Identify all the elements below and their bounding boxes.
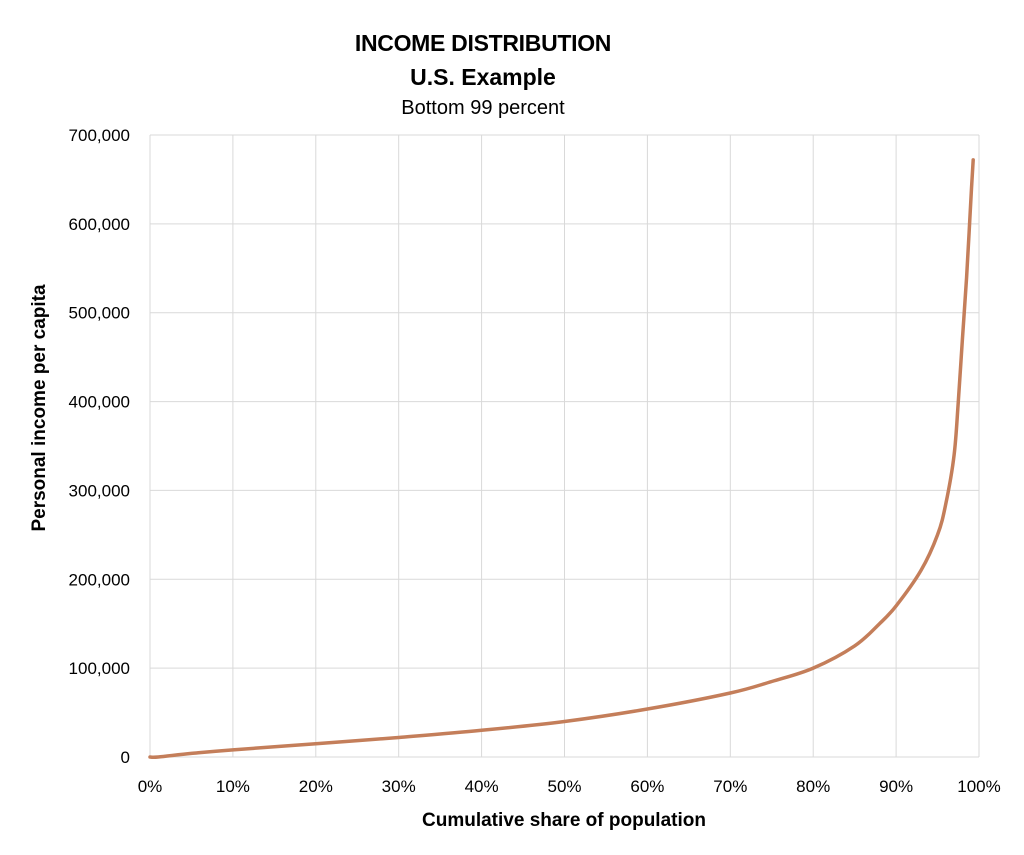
x-tick-label: 0%: [138, 777, 163, 796]
y-tick-label: 100,000: [69, 659, 130, 678]
y-tick-label: 600,000: [69, 215, 130, 234]
y-tick-label: 700,000: [69, 126, 130, 145]
chart-subtitle: U.S. Example: [410, 64, 556, 90]
y-tick-label: 300,000: [69, 481, 130, 500]
gridlines: [149, 134, 980, 758]
x-axis-tick-labels: 0% 10% 20% 30% 40% 50% 60% 70% 80% 90% 100%: [138, 777, 1001, 796]
x-tick-label: 30%: [382, 777, 416, 796]
x-tick-label: 90%: [879, 777, 913, 796]
x-tick-label: 20%: [299, 777, 333, 796]
x-tick-label: 10%: [216, 777, 250, 796]
y-tick-label: 400,000: [69, 393, 130, 412]
x-tick-label: 70%: [713, 777, 747, 796]
series-lines: [148, 158, 975, 760]
x-tick-label: 100%: [957, 777, 1000, 796]
x-axis-label: Cumulative share of population: [422, 810, 706, 831]
chart-subtitle-secondary: Bottom 99 percent: [401, 97, 565, 119]
y-axis-tick-labels: 0 100,000 200,000 300,000 400,000 500,000 600,…: [69, 126, 130, 767]
x-tick-label: 50%: [547, 777, 581, 796]
x-tick-label: 80%: [796, 777, 830, 796]
x-tick-label: 60%: [630, 777, 664, 796]
y-tick-label: 0: [121, 748, 130, 767]
y-tick-label: 500,000: [69, 304, 130, 323]
y-axis-label: Personal income per capita: [29, 284, 50, 532]
income-curve-line: [148, 158, 975, 760]
y-tick-label: 200,000: [69, 570, 130, 589]
x-tick-label: 40%: [465, 777, 499, 796]
chart-title: INCOME DISTRIBUTION: [354, 30, 612, 56]
